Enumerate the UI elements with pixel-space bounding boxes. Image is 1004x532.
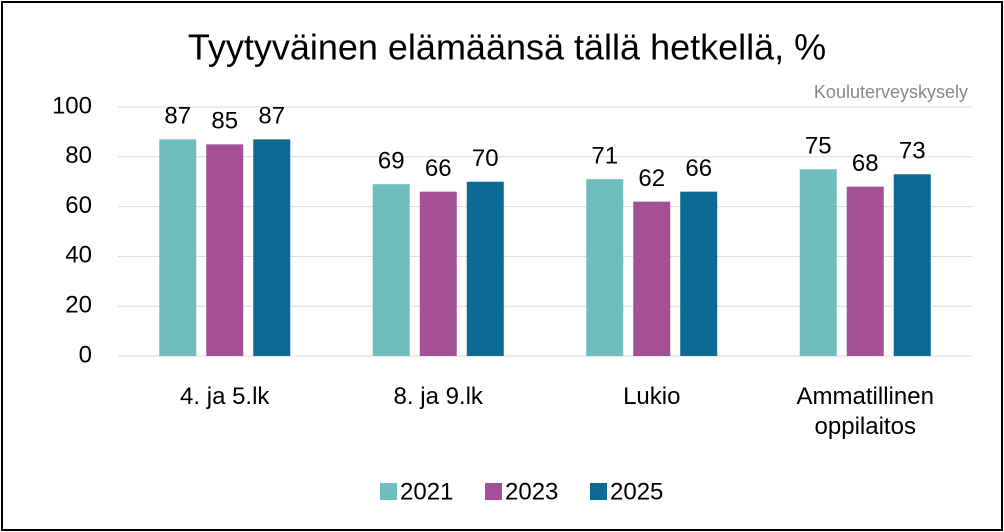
x-tick-label: 4. ja 5.lk bbox=[180, 383, 270, 410]
data-label: 70 bbox=[472, 145, 499, 172]
legend-swatch bbox=[485, 483, 502, 500]
data-label: 87 bbox=[164, 103, 191, 130]
y-tick-label: 60 bbox=[65, 192, 92, 219]
chart-title: Tyytyväinen elämäänsä tällä hetkellä, % bbox=[188, 27, 826, 68]
x-tick-label: 8. ja 9.lk bbox=[393, 383, 483, 410]
x-tick-label: Ammatillinen oppilaitos bbox=[796, 383, 934, 440]
bar bbox=[372, 184, 410, 356]
data-label: 75 bbox=[805, 133, 832, 160]
y-tick-label: 80 bbox=[65, 142, 92, 169]
data-label: 69 bbox=[378, 148, 405, 175]
bar bbox=[159, 139, 197, 356]
bar bbox=[680, 191, 718, 356]
y-tick-label: 100 bbox=[52, 92, 92, 119]
legend-swatch bbox=[380, 483, 397, 500]
y-tick-label: 0 bbox=[79, 341, 92, 368]
bar bbox=[206, 144, 244, 356]
bar bbox=[253, 139, 291, 356]
data-label: 66 bbox=[685, 155, 712, 182]
data-label: 68 bbox=[852, 150, 879, 177]
data-label: 71 bbox=[591, 143, 618, 170]
data-label: 66 bbox=[425, 155, 452, 182]
legend-label: 2025 bbox=[610, 478, 663, 505]
legend-swatch bbox=[590, 483, 607, 500]
chart-subtitle: Kouluterveyskysely bbox=[814, 82, 968, 102]
data-label: 73 bbox=[899, 138, 926, 165]
y-tick-label: 40 bbox=[65, 242, 92, 269]
bar bbox=[419, 191, 457, 356]
bar bbox=[846, 186, 884, 356]
legend-label: 2021 bbox=[400, 478, 453, 505]
x-tick-label: Lukio bbox=[623, 383, 681, 410]
y-tick-label: 20 bbox=[65, 292, 92, 319]
bar bbox=[586, 179, 624, 356]
bar bbox=[799, 169, 837, 356]
data-label: 85 bbox=[211, 108, 238, 135]
legend-label: 2023 bbox=[505, 478, 558, 505]
bar bbox=[633, 201, 671, 356]
bar bbox=[466, 181, 504, 356]
bar bbox=[893, 174, 931, 356]
data-label: 87 bbox=[258, 103, 285, 130]
data-label: 62 bbox=[638, 165, 665, 192]
